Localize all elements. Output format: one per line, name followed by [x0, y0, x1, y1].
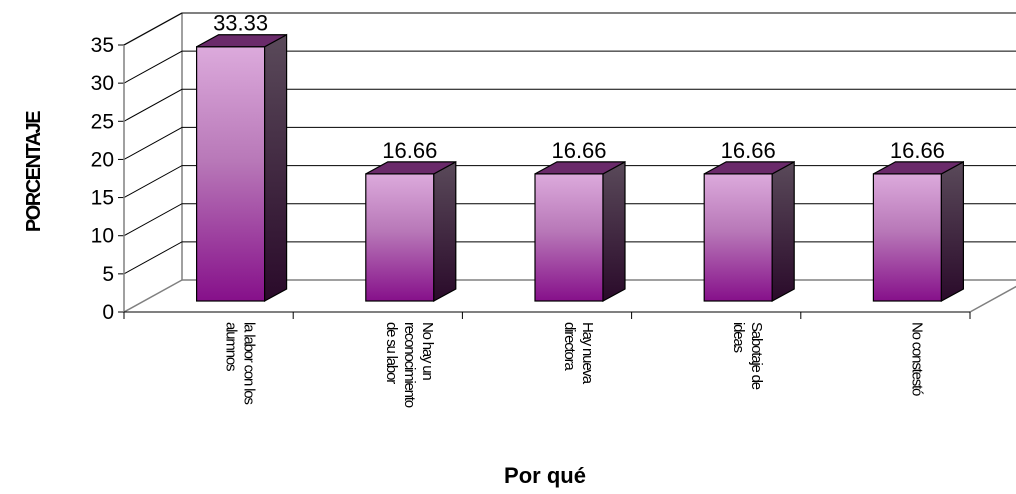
gridline	[123, 88, 1016, 122]
y-tick-label: 30	[91, 72, 114, 95]
bar-front	[196, 46, 266, 302]
category-label: Hay nueva	[579, 322, 596, 385]
bar	[872, 160, 965, 303]
y-tick-label: 10	[91, 225, 114, 248]
category-label: No hay un	[419, 322, 436, 380]
bar-side	[940, 160, 965, 303]
data-label: 16.66	[551, 138, 606, 163]
bar-top	[534, 161, 626, 175]
category-label: la labor con los	[241, 322, 258, 404]
bar	[703, 160, 795, 303]
bars	[196, 33, 965, 303]
bar-side	[433, 160, 457, 303]
gridline	[123, 50, 1016, 84]
bar-top	[196, 34, 287, 48]
category-label: alumnos	[223, 322, 240, 371]
bar-side	[264, 33, 288, 303]
bar-top	[873, 161, 964, 175]
bar-front	[365, 173, 435, 302]
bar-top	[365, 161, 457, 175]
category-label: No constestó	[908, 322, 925, 396]
x-axis-label: Por qué	[504, 463, 586, 488]
category-label: Sabotaje de	[748, 322, 765, 390]
gridline	[123, 126, 1016, 160]
data-label: 33.33	[213, 11, 268, 36]
category-label: ideas	[730, 322, 747, 353]
bar-front	[534, 173, 604, 302]
data-label: 16.66	[382, 138, 437, 163]
y-tick-label: 0	[102, 301, 114, 324]
y-tick-label: 25	[91, 110, 114, 133]
category-label: reconocimiento	[401, 322, 418, 408]
axes: 0 5 10 15 20 25 30 35	[91, 34, 971, 324]
data-label: 16.66	[890, 138, 945, 163]
gridline	[123, 12, 1016, 46]
bar	[196, 33, 288, 303]
floor-left-edge	[123, 279, 183, 313]
bar-side	[602, 160, 626, 303]
y-tick-label: 20	[91, 148, 114, 171]
floor-right-edge	[969, 285, 1016, 313]
bar	[534, 160, 626, 303]
category-label: directora	[561, 322, 578, 371]
bar-front	[872, 173, 943, 302]
bar	[365, 160, 457, 303]
data-label: 16.66	[721, 138, 776, 163]
category-label: de su labor	[383, 322, 400, 384]
y-tick-label: 15	[91, 187, 114, 210]
y-axis-label: PORCENTAJE	[23, 111, 45, 232]
y-tick-label: 35	[91, 34, 114, 57]
y-tick-label: 5	[102, 263, 114, 286]
bar-side	[771, 160, 795, 303]
bar-top	[703, 161, 795, 175]
bar-front	[703, 173, 773, 302]
